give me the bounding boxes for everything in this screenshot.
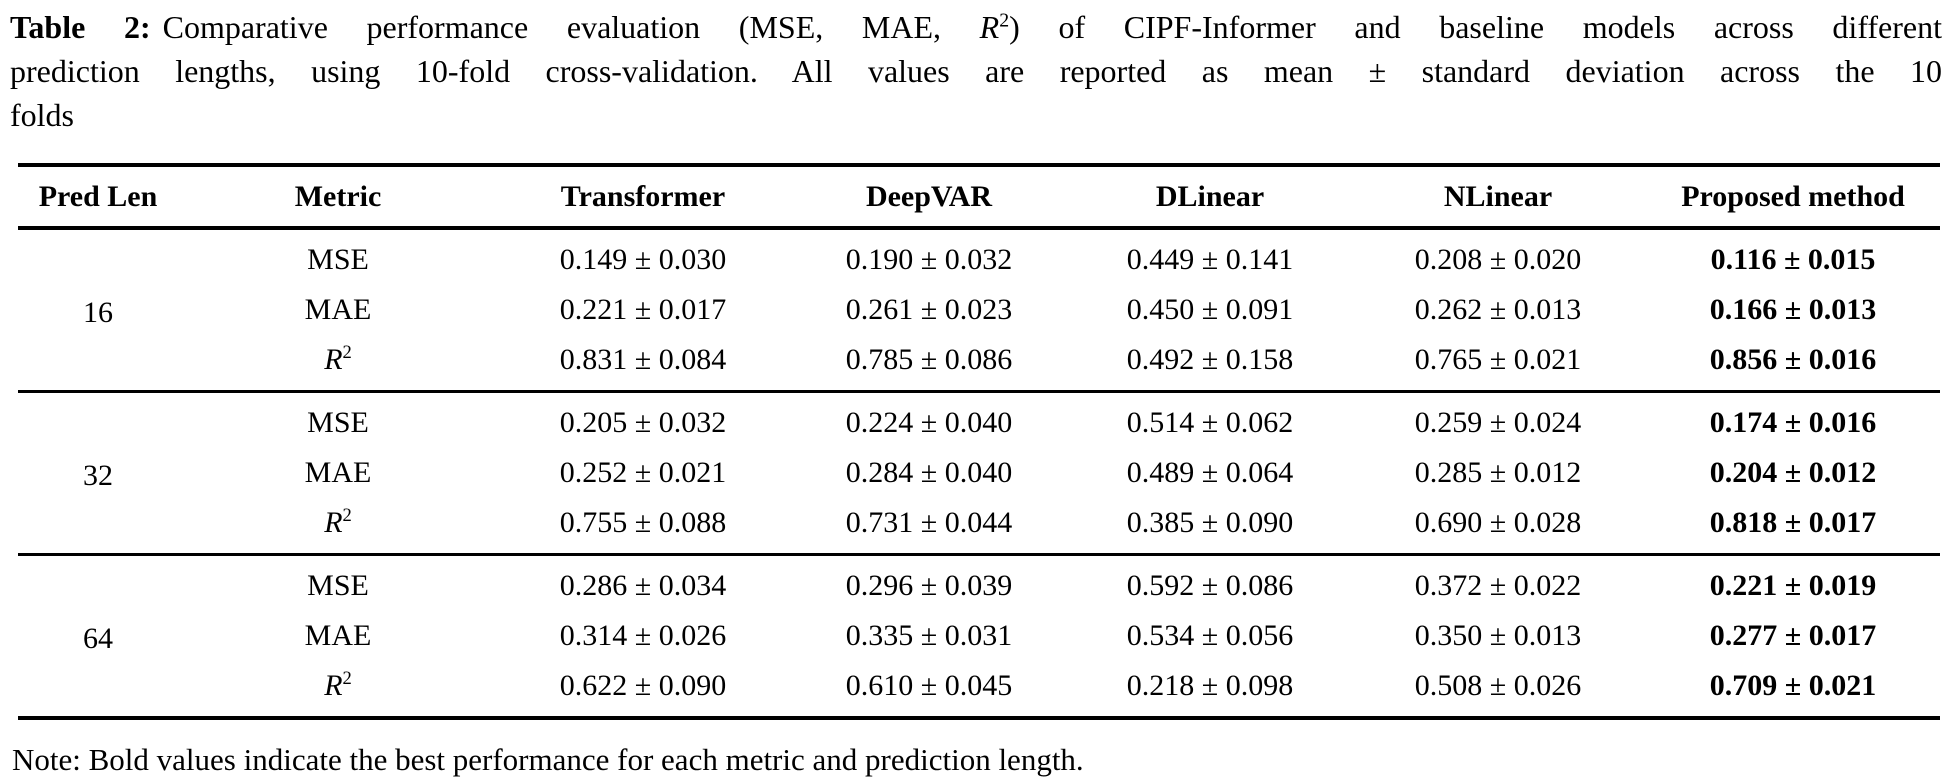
value-cell-deepvar: 0.261 ± 0.023 bbox=[845, 293, 1013, 326]
value-cell-proposed-method: 0.856 ± 0.016 bbox=[1709, 343, 1877, 376]
metric-cell: MSE bbox=[307, 406, 369, 439]
value-cell-deepvar: 0.785 ± 0.086 bbox=[845, 343, 1013, 376]
value-cell-transformer: 0.252 ± 0.021 bbox=[559, 456, 727, 489]
table-caption: Table 2: Comparative performance evaluati… bbox=[10, 5, 1942, 137]
table-note: Note: Bold values indicate the best perf… bbox=[12, 742, 1084, 777]
metric-cell: MSE bbox=[307, 569, 369, 602]
r-squared-exponent: 2 bbox=[342, 668, 352, 689]
value-cell-dlinear: 0.534 ± 0.056 bbox=[1126, 619, 1294, 652]
value-cell-dlinear: 0.592 ± 0.086 bbox=[1126, 569, 1294, 602]
caption-label: Table 2: bbox=[10, 9, 151, 45]
metric-cell: MSE bbox=[307, 243, 369, 276]
value-cell-dlinear: 0.492 ± 0.158 bbox=[1126, 343, 1294, 376]
pred-len-cell: 16 bbox=[83, 295, 113, 329]
value-cell-deepvar: 0.224 ± 0.040 bbox=[845, 406, 1013, 439]
caption-line-1: Table 2: Comparative performance evaluati… bbox=[10, 5, 1942, 49]
caption-line-3: folds bbox=[10, 97, 74, 133]
caption-text-post: ) of CIPF-Informer and baseline models a… bbox=[1009, 9, 1943, 45]
pred-len-group-16: 16 MSE 0.149 ± 0.030 0.190 ± 0.032 0.449 ± 0… bbox=[18, 228, 1940, 392]
column-header-dlinear: DLinear bbox=[1155, 180, 1265, 213]
value-cell-proposed-method: 0.116 ± 0.015 bbox=[1710, 243, 1876, 276]
value-cell-proposed-method: 0.818 ± 0.017 bbox=[1709, 506, 1877, 539]
metric-cell: MAE bbox=[304, 293, 372, 326]
value-cell-transformer: 0.221 ± 0.017 bbox=[559, 293, 727, 326]
value-cell-deepvar: 0.335 ± 0.031 bbox=[845, 619, 1013, 652]
value-cell-proposed-method: 0.277 ± 0.017 bbox=[1709, 619, 1877, 652]
column-header-transformer: Transformer bbox=[560, 180, 726, 213]
value-cell-deepvar: 0.284 ± 0.040 bbox=[845, 456, 1013, 489]
r-squared-symbol: R bbox=[979, 9, 1000, 45]
r-squared-exponent: 2 bbox=[342, 505, 352, 526]
value-cell-transformer: 0.314 ± 0.026 bbox=[559, 619, 727, 652]
r-squared-exponent: 2 bbox=[999, 9, 1010, 32]
value-cell-transformer: 0.755 ± 0.088 bbox=[559, 506, 727, 539]
pred-len-cell: 64 bbox=[83, 621, 113, 655]
table-row: R2 0.755 ± 0.088 0.731 ± 0.044 0.385 ± 0.09… bbox=[18, 498, 1940, 555]
pred-len-group-32: 32 MSE 0.205 ± 0.032 0.224 ± 0.040 0.514 ± 0… bbox=[18, 392, 1940, 555]
value-cell-transformer: 0.831 ± 0.084 bbox=[559, 343, 727, 376]
value-cell-deepvar: 0.190 ± 0.032 bbox=[845, 243, 1013, 276]
value-cell-deepvar: 0.296 ± 0.039 bbox=[845, 569, 1013, 602]
value-cell-dlinear: 0.514 ± 0.062 bbox=[1126, 406, 1294, 439]
r-squared-symbol: R bbox=[324, 669, 343, 702]
results-table: Pred Len Metric Transformer DeepVAR DLinear N… bbox=[18, 163, 1940, 720]
caption-line-2: prediction lengths, using 10-fold cross-… bbox=[10, 53, 1942, 89]
value-cell-nlinear: 0.372 ± 0.022 bbox=[1414, 569, 1582, 602]
value-cell-dlinear: 0.449 ± 0.141 bbox=[1126, 243, 1294, 276]
value-cell-nlinear: 0.350 ± 0.013 bbox=[1414, 619, 1582, 652]
value-cell-transformer: 0.149 ± 0.030 bbox=[559, 243, 727, 276]
value-cell-dlinear: 0.489 ± 0.064 bbox=[1126, 456, 1294, 489]
table-row: MAE 0.252 ± 0.021 0.284 ± 0.040 0.489 ± 0.0… bbox=[18, 448, 1940, 498]
value-cell-nlinear: 0.765 ± 0.021 bbox=[1414, 343, 1582, 376]
column-header-pred-len: Pred Len bbox=[38, 180, 158, 213]
column-header-metric: Metric bbox=[294, 180, 382, 213]
value-cell-nlinear: 0.208 ± 0.020 bbox=[1414, 243, 1582, 276]
value-cell-nlinear: 0.259 ± 0.024 bbox=[1414, 406, 1582, 439]
value-cell-deepvar: 0.610 ± 0.045 bbox=[845, 669, 1013, 702]
column-header-nlinear: NLinear bbox=[1443, 180, 1553, 213]
metric-cell: R2 bbox=[178, 661, 498, 718]
table-row: 32 MSE 0.205 ± 0.032 0.224 ± 0.040 0.514 ± 0… bbox=[18, 392, 1940, 492]
value-cell-proposed-method: 0.174 ± 0.016 bbox=[1709, 406, 1877, 439]
r-squared-exponent: 2 bbox=[342, 342, 352, 363]
metric-cell: MAE bbox=[304, 619, 372, 652]
value-cell-nlinear: 0.690 ± 0.028 bbox=[1414, 506, 1582, 539]
metric-cell: MAE bbox=[304, 456, 372, 489]
metric-cell: R2 bbox=[178, 335, 498, 392]
value-cell-nlinear: 0.508 ± 0.026 bbox=[1414, 669, 1582, 702]
value-cell-proposed-method: 0.221 ± 0.019 bbox=[1709, 569, 1877, 602]
table-row: R2 0.622 ± 0.090 0.610 ± 0.045 0.218 ± 0.09… bbox=[18, 661, 1940, 718]
value-cell-proposed-method: 0.166 ± 0.013 bbox=[1709, 293, 1877, 326]
caption-text-pre: Comparative performance evaluation (MSE,… bbox=[162, 9, 980, 45]
r-squared-symbol: R bbox=[324, 343, 343, 376]
value-cell-transformer: 0.286 ± 0.034 bbox=[559, 569, 727, 602]
metric-cell: R2 bbox=[178, 498, 498, 555]
table-row: MAE 0.221 ± 0.017 0.261 ± 0.023 0.450 ± 0.0… bbox=[18, 285, 1940, 335]
value-cell-dlinear: 0.385 ± 0.090 bbox=[1126, 506, 1294, 539]
value-cell-dlinear: 0.450 ± 0.091 bbox=[1126, 293, 1294, 326]
value-cell-proposed-method: 0.204 ± 0.012 bbox=[1709, 456, 1877, 489]
value-cell-transformer: 0.622 ± 0.090 bbox=[559, 669, 727, 702]
table-row: 64 MSE 0.286 ± 0.034 0.296 ± 0.039 0.592 ± 0… bbox=[18, 555, 1940, 655]
pred-len-cell: 32 bbox=[83, 458, 113, 492]
column-header-deepvar: DeepVAR bbox=[865, 180, 993, 213]
column-header-proposed-method: Proposed method bbox=[1681, 180, 1905, 213]
table-row: R2 0.831 ± 0.084 0.785 ± 0.086 0.492 ± 0.15… bbox=[18, 335, 1940, 392]
value-cell-nlinear: 0.262 ± 0.013 bbox=[1414, 293, 1582, 326]
value-cell-dlinear: 0.218 ± 0.098 bbox=[1126, 669, 1294, 702]
value-cell-nlinear: 0.285 ± 0.012 bbox=[1414, 456, 1582, 489]
pred-len-group-64: 64 MSE 0.286 ± 0.034 0.296 ± 0.039 0.592 ± 0… bbox=[18, 555, 1940, 718]
table-header: Pred Len Metric Transformer DeepVAR DLinear N… bbox=[18, 165, 1940, 228]
table-row: 16 MSE 0.149 ± 0.030 0.190 ± 0.032 0.449 ± 0… bbox=[18, 228, 1940, 329]
header-row: Pred Len Metric Transformer DeepVAR DLinear N… bbox=[18, 165, 1940, 228]
table-row: MAE 0.314 ± 0.026 0.335 ± 0.031 0.534 ± 0.0… bbox=[18, 611, 1940, 661]
value-cell-proposed-method: 0.709 ± 0.021 bbox=[1709, 669, 1877, 702]
value-cell-transformer: 0.205 ± 0.032 bbox=[559, 406, 727, 439]
value-cell-deepvar: 0.731 ± 0.044 bbox=[845, 506, 1013, 539]
r-squared-symbol: R bbox=[324, 506, 343, 539]
